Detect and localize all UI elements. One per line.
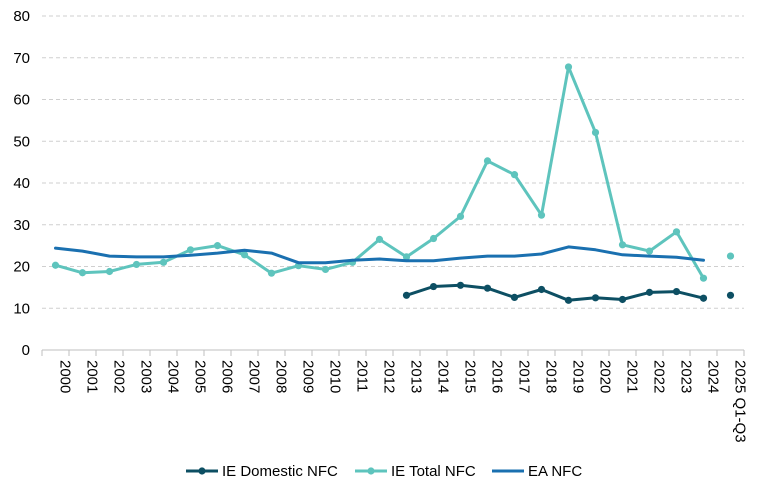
data-point: [699, 294, 708, 302]
legend-label: IE Domestic NFC: [222, 463, 338, 480]
data-point: [537, 285, 546, 294]
data-point: [726, 252, 735, 260]
data-point: [240, 251, 249, 259]
data-point: [483, 284, 492, 292]
x-tick-label: 2013: [408, 360, 425, 393]
x-tick-label: 2004: [165, 360, 182, 393]
x-tick-label: 2016: [489, 360, 506, 393]
data-point: [699, 274, 708, 282]
data-point: [402, 291, 411, 299]
x-tick-label: 2002: [111, 360, 128, 393]
series-ie-domestic-nfc: [402, 281, 735, 304]
legend-label: EA NFC: [528, 463, 582, 480]
data-point: [456, 212, 465, 220]
y-tick-label: 10: [13, 300, 30, 317]
data-point: [159, 258, 168, 266]
x-tick-label: 2014: [435, 360, 452, 393]
y-tick-label: 40: [13, 175, 30, 192]
x-tick-label: 2011: [354, 360, 371, 392]
series-line: [405, 283, 705, 302]
data-point: [321, 265, 330, 274]
data-point: [213, 242, 222, 250]
data-point: [564, 296, 573, 304]
data-point: [618, 295, 627, 304]
data-point: [429, 234, 438, 243]
x-tick-label: 2012: [381, 360, 398, 393]
data-point: [375, 235, 384, 243]
x-tick-label: 2000: [57, 360, 74, 393]
legend: IE Domestic NFC IE Total NFC EA NFC: [186, 463, 582, 480]
x-tick-label: 2006: [219, 360, 236, 393]
legend-label: IE Total NFC: [391, 463, 476, 480]
data-point: [267, 269, 276, 277]
x-tick-label: 2021: [624, 360, 641, 393]
data-point: [105, 267, 114, 276]
data-point: [456, 281, 465, 289]
x-tick-label: 2023: [678, 360, 695, 393]
x-tick-label: 2009: [300, 360, 317, 393]
legend-item-ie-total-nfc: IE Total NFC: [355, 463, 476, 480]
x-axis: 2000 2001 2002 2003 2004 2005 2006 2007 2008 2009…: [41, 349, 749, 443]
y-tick-label: 60: [13, 92, 30, 109]
data-point: [591, 128, 600, 137]
y-tick-label: 70: [13, 50, 30, 67]
x-tick-label: 2010: [327, 360, 344, 393]
y-tick-label: 80: [13, 8, 30, 25]
x-tick-label: 2008: [273, 360, 290, 393]
data-point: [564, 63, 573, 71]
x-tick-label: 2017: [516, 360, 533, 393]
data-point: [537, 211, 546, 219]
y-tick-label: 50: [13, 133, 30, 150]
legend-item-ea-nfc: EA NFC: [492, 463, 582, 480]
series-ea-nfc: [54, 245, 705, 265]
x-tick-label: 2018: [543, 360, 560, 393]
y-axis: 0 10 20 30 40 50 60 70 80: [13, 8, 30, 359]
series-ie-total-nfc: [51, 63, 735, 282]
data-point: [645, 288, 654, 296]
x-tick-label: 2005: [192, 360, 209, 393]
series-layer: [51, 63, 735, 304]
data-point: [78, 269, 87, 277]
data-point: [510, 293, 519, 301]
data-point: [726, 291, 735, 299]
legend-item-ie-domestic-nfc: IE Domestic NFC: [186, 463, 338, 480]
data-point: [591, 294, 600, 302]
data-point: [672, 228, 681, 236]
series-line: [54, 65, 705, 280]
data-point: [429, 282, 438, 291]
data-point: [510, 171, 519, 179]
series-line: [54, 245, 705, 265]
y-tick-label: 20: [13, 259, 30, 276]
x-tick-label: 2015: [462, 360, 479, 393]
data-point: [645, 247, 654, 255]
data-point: [402, 253, 411, 261]
x-tick-label: 2025 Q1-Q3: [732, 360, 749, 443]
data-point: [51, 261, 60, 269]
data-point: [672, 287, 681, 296]
data-point: [483, 157, 492, 165]
data-point: [186, 246, 195, 254]
x-tick-label: 2019: [570, 360, 587, 393]
y-tick-label: 30: [13, 217, 30, 234]
y-tick-label: 0: [22, 342, 30, 359]
legend-marker: [367, 467, 375, 475]
x-tick-label: 2022: [651, 360, 668, 393]
legend-marker: [198, 467, 206, 475]
x-tick-label: 2007: [246, 360, 263, 393]
data-point: [618, 241, 627, 249]
x-tick-label: 2003: [138, 360, 155, 393]
x-tick-label: 2020: [597, 360, 614, 393]
x-tick-label: 2001: [84, 360, 101, 393]
data-point: [132, 260, 141, 269]
x-tick-label: 2024: [705, 360, 722, 393]
gridlines: [42, 15, 744, 309]
